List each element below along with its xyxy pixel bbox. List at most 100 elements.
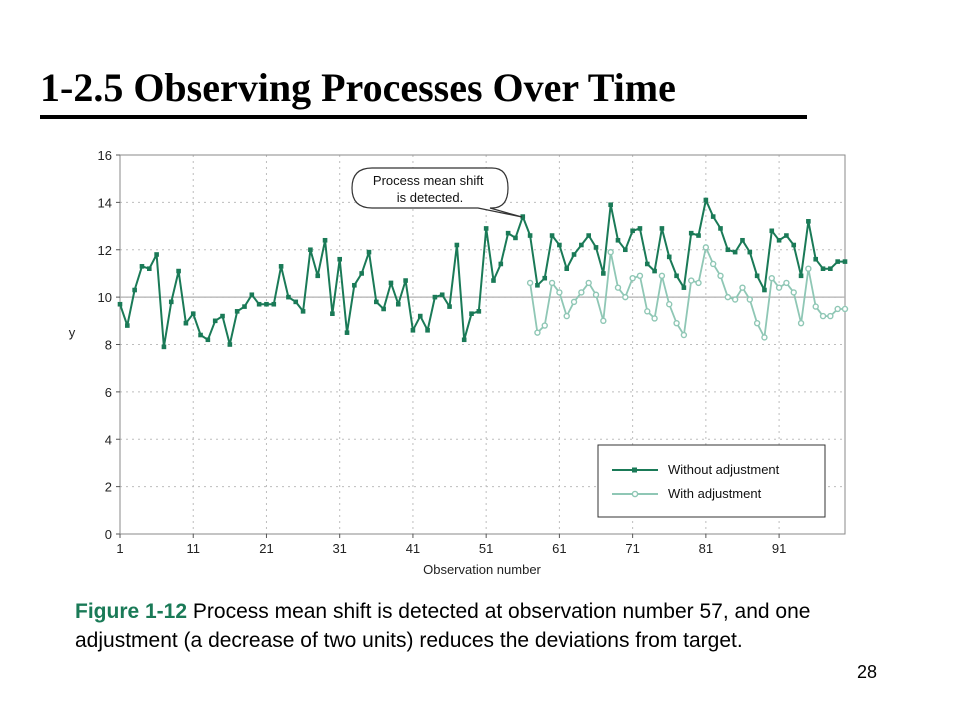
data-point-without-adjustment — [139, 264, 145, 269]
data-point-without-adjustment — [769, 228, 775, 234]
data-point-without-adjustment — [579, 242, 584, 248]
data-point-without-adjustment — [828, 266, 833, 271]
data-point-without-adjustment — [388, 280, 394, 286]
x-tick-label: 71 — [625, 541, 639, 556]
data-point-with-adjustment — [636, 272, 644, 280]
legend-marker-with — [631, 490, 639, 498]
data-point-with-adjustment — [578, 289, 585, 296]
data-point-without-adjustment — [747, 249, 753, 255]
data-point-with-adjustment — [812, 303, 819, 310]
data-point-without-adjustment — [381, 306, 386, 312]
data-point-without-adjustment — [352, 282, 357, 288]
data-point-without-adjustment — [337, 256, 342, 262]
data-point-without-adjustment — [469, 311, 474, 317]
data-point-without-adjustment — [300, 309, 306, 314]
data-point-without-adjustment — [659, 226, 665, 231]
data-point-without-adjustment — [220, 313, 225, 319]
data-point-without-adjustment — [798, 273, 804, 279]
data-point-with-adjustment — [563, 312, 570, 320]
legend-label-with: With adjustment — [668, 486, 762, 501]
data-point-without-adjustment — [176, 268, 181, 274]
data-point-without-adjustment — [146, 266, 152, 271]
data-point-without-adjustment — [205, 337, 211, 343]
y-axis-ticks: 0 2 4 6 8 10 12 14 16 — [98, 148, 120, 542]
data-point-without-adjustment — [813, 256, 819, 262]
y-tick-label: 16 — [98, 148, 112, 163]
data-point-without-adjustment — [439, 292, 445, 298]
data-point-with-adjustment — [666, 301, 673, 308]
title-underline — [40, 115, 807, 119]
x-tick-label: 21 — [259, 541, 273, 556]
data-point-with-adjustment — [607, 248, 614, 256]
legend-marker-without — [632, 467, 637, 473]
data-point-without-adjustment — [608, 202, 613, 208]
data-point-without-adjustment — [637, 226, 643, 231]
data-point-without-adjustment — [395, 301, 401, 307]
data-point-without-adjustment — [542, 275, 548, 281]
data-point-without-adjustment — [286, 294, 291, 300]
data-point-with-adjustment — [790, 289, 797, 296]
data-point-without-adjustment — [615, 237, 621, 243]
y-tick-label: 0 — [105, 527, 112, 542]
data-point-without-adjustment — [776, 237, 782, 243]
data-point-without-adjustment — [322, 237, 328, 243]
data-point-with-adjustment — [629, 274, 636, 282]
data-point-without-adjustment — [513, 235, 518, 241]
data-point-without-adjustment — [754, 273, 760, 279]
data-point-with-adjustment — [526, 279, 534, 287]
slide-title: 1-2.5 Observing Processes Over Time — [40, 65, 676, 110]
data-point-without-adjustment — [491, 278, 496, 283]
data-point-with-adjustment — [534, 329, 541, 336]
figure-caption: Figure 1-12 Process mean shift is detect… — [75, 597, 875, 655]
data-point-without-adjustment — [308, 247, 313, 253]
series-layer — [117, 197, 849, 350]
data-point-without-adjustment — [520, 214, 526, 219]
data-point-without-adjustment — [161, 344, 167, 350]
data-point-without-adjustment — [168, 299, 174, 305]
data-point-without-adjustment — [674, 273, 679, 279]
caption-figure-label: Figure 1-12 — [75, 600, 188, 623]
data-point-with-adjustment — [819, 312, 827, 320]
data-point-without-adjustment — [410, 327, 416, 333]
legend-label-without: Without adjustment — [668, 462, 780, 477]
data-point-with-adjustment — [761, 334, 768, 341]
annotation-text: Process mean shift is detected. — [373, 173, 487, 205]
data-point-without-adjustment — [417, 313, 423, 319]
data-point-with-adjustment — [768, 274, 775, 282]
data-point-without-adjustment — [234, 309, 240, 314]
data-point-with-adjustment — [702, 244, 710, 251]
data-point-without-adjustment — [212, 318, 218, 324]
data-point-with-adjustment — [688, 277, 695, 284]
x-tick-label: 81 — [699, 541, 713, 556]
data-point-without-adjustment — [505, 230, 511, 236]
data-point-with-adjustment — [805, 265, 812, 272]
data-point-with-adjustment — [717, 272, 724, 280]
data-point-without-adjustment — [820, 266, 826, 271]
data-point-without-adjustment — [374, 299, 379, 305]
data-point-without-adjustment — [278, 264, 284, 269]
data-point-without-adjustment — [784, 233, 789, 238]
data-point-without-adjustment — [791, 242, 797, 248]
data-point-without-adjustment — [666, 254, 672, 260]
legend: Without adjustment With adjustment — [597, 444, 826, 518]
data-point-without-adjustment — [586, 233, 591, 238]
x-tick-label: 11 — [186, 541, 200, 556]
x-tick-label: 31 — [332, 541, 346, 556]
data-point-without-adjustment — [498, 261, 504, 267]
data-point-without-adjustment — [198, 332, 203, 338]
series-line-without-adjustment — [119, 199, 845, 348]
data-point-without-adjustment — [315, 273, 321, 279]
y-tick-label: 8 — [105, 338, 112, 353]
data-point-with-adjustment — [827, 312, 834, 320]
y-tick-label: 10 — [98, 290, 112, 305]
data-point-without-adjustment — [227, 342, 233, 347]
data-point-without-adjustment — [688, 230, 694, 236]
data-point-with-adjustment — [841, 305, 849, 313]
data-point-without-adjustment — [740, 237, 745, 243]
data-point-without-adjustment — [644, 261, 650, 267]
data-point-without-adjustment — [527, 233, 533, 238]
data-point-without-adjustment — [154, 252, 159, 257]
data-point-without-adjustment — [571, 252, 577, 257]
data-point-without-adjustment — [344, 330, 350, 335]
data-point-with-adjustment — [834, 305, 841, 313]
